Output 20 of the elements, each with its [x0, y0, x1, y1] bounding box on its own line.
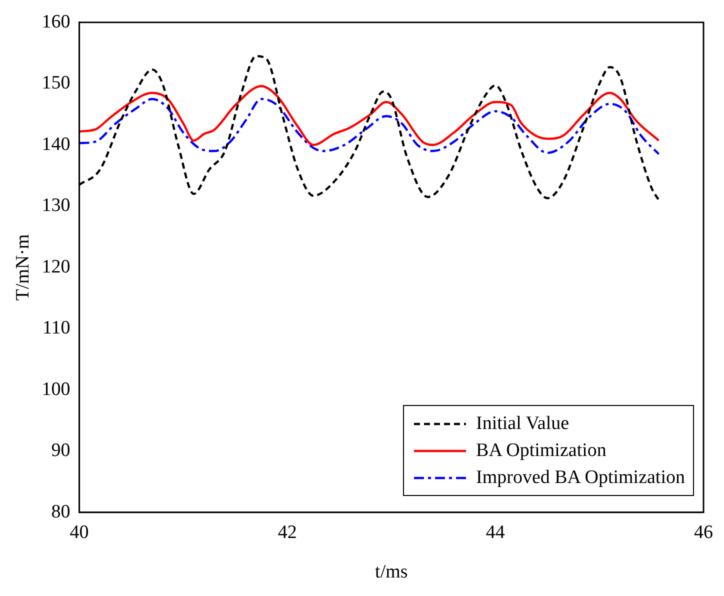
- x-tick-label: 40: [70, 522, 89, 543]
- y-axis-title: T/mN·m: [12, 234, 34, 301]
- x-tick-label: 46: [694, 522, 713, 543]
- line-series: [79, 98, 660, 156]
- y-tick-label: 100: [42, 378, 70, 400]
- x-tick-label: 44: [486, 522, 506, 543]
- y-tick-label: 140: [42, 134, 70, 155]
- line-series: [79, 85, 660, 146]
- y-tick-label: 120: [42, 256, 70, 278]
- legend-label: BA Optimization: [476, 440, 606, 462]
- y-tick-label: 90: [51, 440, 70, 462]
- y-tick-label: 160: [42, 11, 70, 32]
- y-tick-label: 130: [42, 195, 70, 216]
- y-tick-label: 110: [42, 318, 70, 339]
- legend-label: Initial Value: [476, 412, 570, 434]
- y-tick-label: 150: [42, 72, 70, 94]
- y-tick-label: 80: [51, 501, 70, 522]
- x-tick-label: 42: [278, 522, 297, 543]
- legend-label: Improved BA Optimization: [476, 466, 685, 488]
- x-axis-title: t/ms: [375, 562, 408, 583]
